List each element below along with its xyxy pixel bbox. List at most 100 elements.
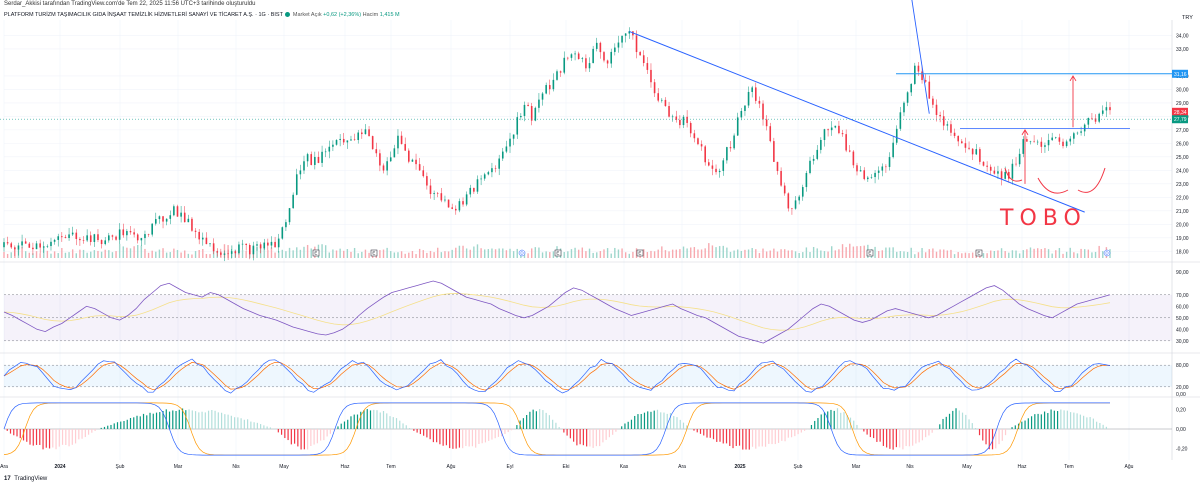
hist-bar xyxy=(156,413,157,429)
volume-bar xyxy=(759,253,760,258)
volume-bar xyxy=(29,253,30,258)
upper-price-tag: 28,34 xyxy=(1174,110,1187,116)
volume-bar xyxy=(762,249,763,258)
candle-body xyxy=(831,128,833,131)
hist-bar xyxy=(46,429,47,448)
volume-bar xyxy=(578,250,579,258)
hist-bar xyxy=(778,429,779,443)
hist-bar xyxy=(817,418,818,429)
hist-bar xyxy=(949,414,950,429)
candle-body xyxy=(1055,137,1057,138)
hist-bar xyxy=(804,429,805,431)
price-tick-label: 21,00 xyxy=(1176,209,1189,215)
candle-body xyxy=(545,85,547,93)
time-axis[interactable]: Ara 2024 Şub Mar Nis May Haz Tem Ağu Eyl Eki Kas Ara… xyxy=(0,464,1134,470)
candle-body xyxy=(310,154,312,165)
candle-body xyxy=(567,58,569,59)
hist-bar xyxy=(536,411,537,429)
candle-body xyxy=(722,160,724,171)
hist-bar xyxy=(7,429,8,431)
hist-bar xyxy=(762,429,763,446)
volume-bar xyxy=(596,252,597,258)
candle-body xyxy=(235,251,237,253)
grid xyxy=(0,20,1200,460)
hist-bar xyxy=(114,423,115,429)
volume-bar xyxy=(603,249,604,258)
candle-body xyxy=(242,244,244,245)
candle-body xyxy=(444,200,446,201)
volume-bar xyxy=(849,244,850,258)
volume-bar xyxy=(11,252,12,258)
candle-body xyxy=(206,238,208,244)
volume-bar xyxy=(553,251,554,258)
time-axis-label: Eyl xyxy=(507,464,514,470)
volume-bar xyxy=(343,251,344,258)
volume-bar xyxy=(347,249,348,258)
candle-body xyxy=(480,179,482,180)
drawings[interactable]: TOBO E E E E E E D D xyxy=(0,0,1172,256)
volume-bar xyxy=(502,248,503,258)
hist-bar xyxy=(755,429,756,449)
candle-body xyxy=(383,165,385,170)
candle-body xyxy=(318,157,320,163)
candle-body xyxy=(386,161,388,170)
hist-bar xyxy=(120,422,121,429)
candlesticks xyxy=(3,27,1111,261)
hist-bar xyxy=(75,429,76,443)
volume-bar xyxy=(773,249,774,258)
price-axis[interactable]: 34,0033,0031,0030,0029,0028,0027,0026,00… xyxy=(1172,33,1189,255)
volume-bar xyxy=(130,248,131,258)
trendline xyxy=(629,31,1084,212)
candle-body xyxy=(394,148,396,157)
candle-body xyxy=(455,209,457,211)
candle-body xyxy=(90,235,92,242)
hist-bar xyxy=(273,428,274,429)
volume-bar xyxy=(907,252,908,258)
hist-bar xyxy=(1090,417,1091,429)
candle-body xyxy=(1059,137,1061,141)
volume-bar xyxy=(658,250,659,258)
hist-bar xyxy=(834,411,835,429)
volume-bar xyxy=(853,247,854,258)
volume-bar xyxy=(83,250,84,258)
hist-bar xyxy=(323,429,324,440)
candle-body xyxy=(10,243,12,247)
candle-body xyxy=(795,200,797,208)
volume-bar xyxy=(780,249,781,258)
volume-bar xyxy=(531,248,532,258)
volume-bar xyxy=(708,243,709,258)
candle-body xyxy=(621,36,623,43)
volume-bar xyxy=(126,248,127,258)
hist-bar xyxy=(136,416,137,429)
volume-bar xyxy=(173,249,174,258)
candle-body xyxy=(769,126,771,141)
hist-bar xyxy=(788,429,789,438)
candle-body xyxy=(473,188,475,192)
candle-body xyxy=(169,215,171,219)
hist-bar xyxy=(771,429,772,444)
hist-bar xyxy=(376,410,377,429)
hist-bar xyxy=(680,420,681,429)
hist-bar xyxy=(101,428,102,429)
event-badge-label: E xyxy=(556,251,559,256)
candle-body xyxy=(65,237,67,238)
candle-body xyxy=(798,197,800,201)
volume-bar xyxy=(448,251,449,258)
candle-body xyxy=(1044,145,1046,147)
candle-body xyxy=(881,167,883,171)
hist-bar xyxy=(201,412,202,429)
candle-body xyxy=(871,177,873,178)
chart-canvas[interactable]: TOBOE E E E E ED D 70,0060,0050,0040,0030,0090… xyxy=(0,0,1200,487)
candle-body xyxy=(72,233,74,235)
tradingview-footer[interactable]: 17 TradingView xyxy=(4,476,47,482)
candle-body xyxy=(708,162,710,165)
candle-body xyxy=(741,111,743,117)
candle-body xyxy=(195,231,197,232)
candle-body xyxy=(7,242,9,243)
candle-body xyxy=(563,58,565,73)
candle-body xyxy=(459,201,461,210)
hist-bar xyxy=(406,425,407,429)
volume-bar xyxy=(274,253,275,258)
candle-body xyxy=(755,87,757,100)
candle-body xyxy=(863,170,865,179)
